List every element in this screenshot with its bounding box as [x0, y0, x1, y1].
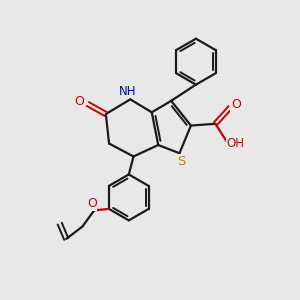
Text: NH: NH [118, 85, 136, 98]
Text: S: S [177, 155, 185, 168]
Text: O: O [75, 95, 85, 108]
Text: O: O [231, 98, 241, 111]
Text: O: O [87, 197, 97, 210]
Text: OH: OH [226, 137, 244, 150]
